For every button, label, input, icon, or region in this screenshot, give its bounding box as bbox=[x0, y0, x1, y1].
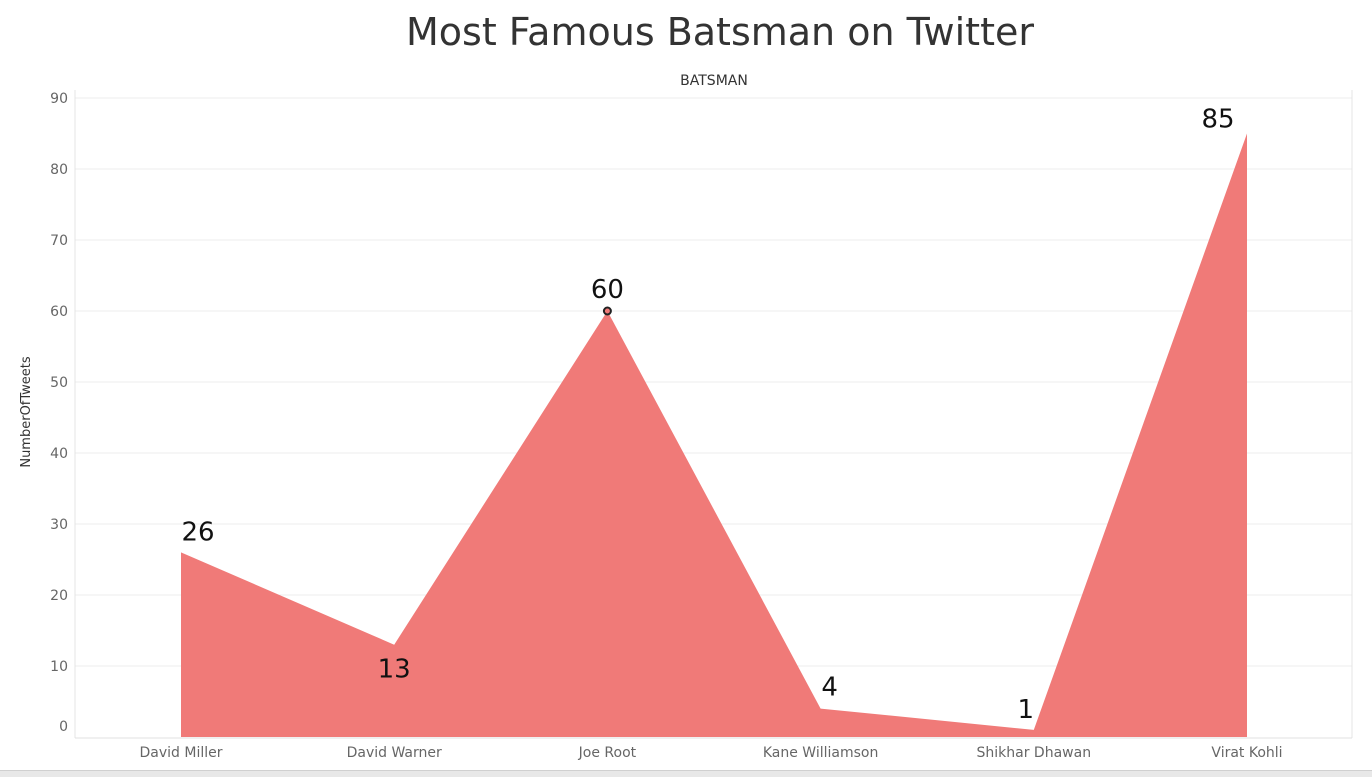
data-label: 85 bbox=[1201, 105, 1234, 135]
x-tick-label: David Miller bbox=[140, 745, 223, 761]
y-tick-label: 20 bbox=[50, 588, 68, 604]
axes: 0 10 20 30 40 50 60 70 80 90 David Miller David War… bbox=[50, 90, 1353, 761]
x-tick-label: Virat Kohli bbox=[1211, 745, 1282, 761]
y-tick-label: 90 bbox=[50, 91, 68, 107]
y-tick-label: 0 bbox=[59, 719, 68, 735]
data-label: 13 bbox=[378, 655, 411, 685]
data-point-marker[interactable] bbox=[602, 306, 612, 316]
y-tick-label: 10 bbox=[50, 659, 68, 675]
data-label: 60 bbox=[591, 275, 624, 305]
y-tick-label: 80 bbox=[50, 162, 68, 178]
y-tick-label: 70 bbox=[50, 233, 68, 249]
y-tick-label: 60 bbox=[50, 304, 68, 320]
chart-title: Most Famous Batsman on Twitter bbox=[406, 10, 1034, 54]
column-header: BATSMAN bbox=[680, 73, 748, 89]
x-tick-label: David Warner bbox=[347, 745, 442, 761]
x-tick-label: Joe Root bbox=[578, 745, 637, 761]
data-label: 1 bbox=[1018, 695, 1035, 725]
x-tick-label: Kane Williamson bbox=[763, 745, 879, 761]
y-tick-label: 50 bbox=[50, 375, 68, 391]
y-tick-label: 30 bbox=[50, 517, 68, 533]
area-series bbox=[181, 133, 1247, 737]
data-label: 4 bbox=[821, 673, 838, 703]
data-labels: 26 13 60 4 1 85 bbox=[181, 105, 1234, 725]
data-label: 26 bbox=[181, 517, 214, 547]
bottom-scroll-bar bbox=[0, 770, 1372, 777]
y-axis-label: NumberOfTweets bbox=[19, 356, 34, 468]
y-tick-label: 40 bbox=[50, 446, 68, 462]
x-tick-label: Shikhar Dhawan bbox=[977, 745, 1092, 761]
